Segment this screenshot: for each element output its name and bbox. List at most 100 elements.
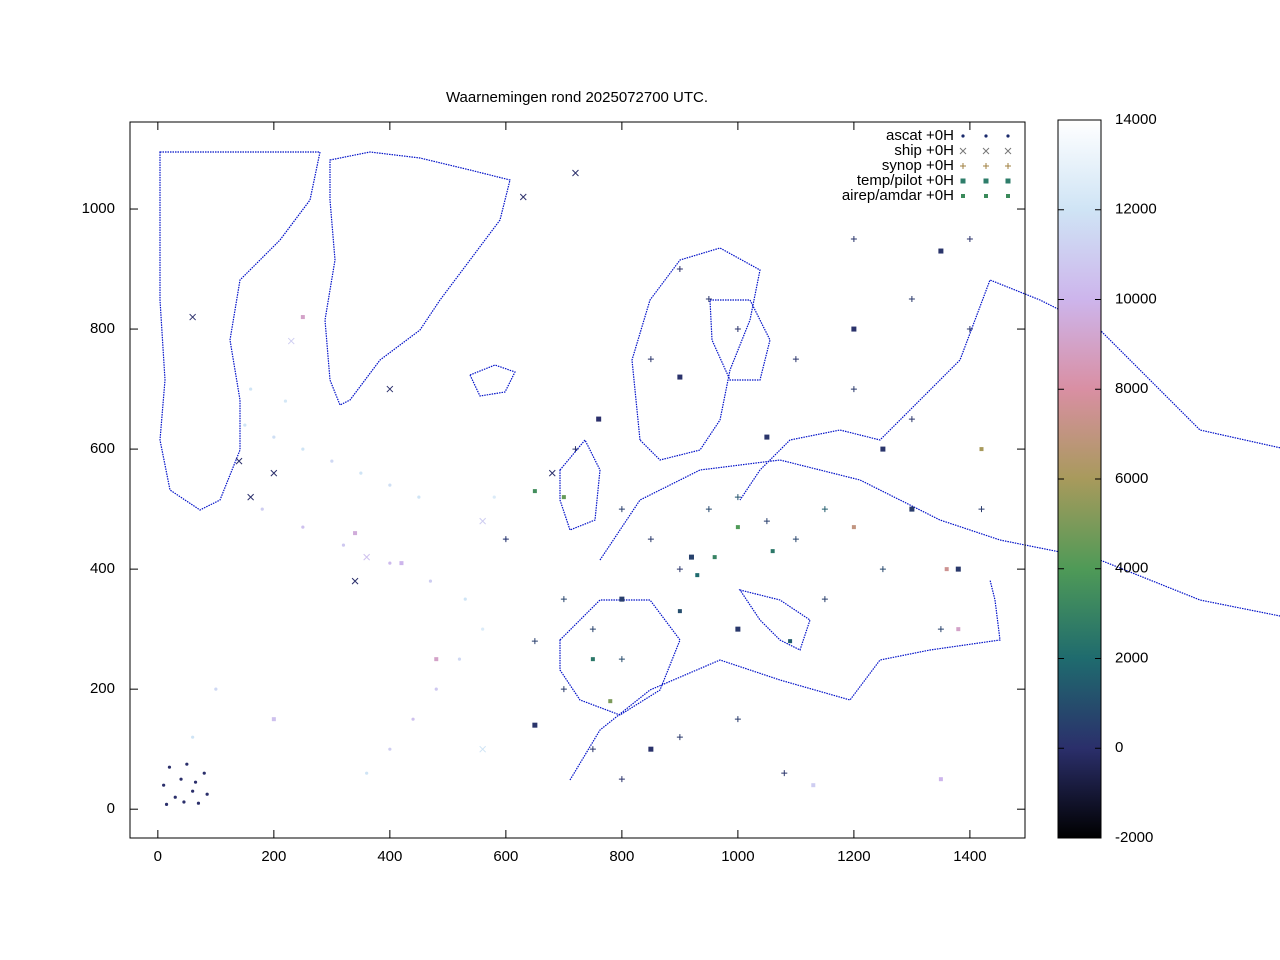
ascat-point [205, 792, 209, 796]
ship-point [270, 469, 278, 477]
airep-point [712, 555, 717, 560]
ascat-point [365, 771, 369, 775]
ascat-point [164, 802, 169, 806]
temp-point [955, 566, 961, 572]
airep-point [695, 573, 700, 578]
legend-marker [1006, 194, 1010, 198]
airep-point [271, 717, 276, 722]
coast-iberia [559, 599, 681, 716]
coast-canada [159, 151, 321, 511]
x-tick-label: 1400 [953, 848, 986, 865]
ship-point [247, 493, 255, 501]
synop-point [705, 296, 712, 303]
airep-point [851, 525, 856, 530]
synop-point [618, 776, 625, 783]
legend-label: airep/amdar +0H [842, 187, 954, 204]
legend-marker [1004, 147, 1012, 155]
ship-point [287, 337, 295, 345]
synop-point [502, 536, 509, 543]
temp-point [532, 722, 538, 728]
legend-marker [984, 194, 988, 198]
ship-point [235, 457, 243, 465]
ascat-point [417, 495, 421, 499]
ascat-point [191, 789, 195, 793]
ascat-point [388, 747, 392, 751]
synop-point [850, 236, 857, 243]
legend-marker [983, 178, 989, 184]
colorbar-tick-label: 14000 [1115, 111, 1157, 128]
synop-point [792, 356, 799, 363]
colorbar-tick-label: 8000 [1115, 380, 1148, 397]
ship-point [519, 193, 527, 201]
coast-finland [709, 299, 771, 381]
legend-marker [1005, 163, 1011, 169]
airep-point [353, 531, 358, 536]
ascat-point [193, 780, 198, 784]
synop-point [821, 506, 828, 513]
x-tick-label: 800 [609, 848, 634, 865]
chart-title: Waarnemingen rond 2025072700 UTC. [446, 89, 708, 106]
ascat-point [191, 735, 195, 739]
ship-point [189, 313, 196, 321]
y-tick-label: 800 [90, 320, 115, 337]
y-tick-label: 600 [90, 440, 115, 457]
y-tick-label: 1000 [82, 200, 115, 217]
airep-point [956, 627, 961, 632]
ascat-point [411, 717, 415, 721]
airep-point [608, 699, 613, 704]
colorbar-tick-label: 10000 [1115, 290, 1157, 307]
temp-point [851, 326, 857, 332]
x-tick-label: 600 [493, 848, 518, 865]
coast-scandinavia [631, 247, 761, 461]
temp-point [596, 416, 602, 422]
ascat-point [167, 765, 172, 769]
ship-point [572, 169, 579, 177]
synop-point [647, 356, 654, 363]
synop-point [676, 734, 683, 741]
airep-point [677, 609, 682, 614]
legend-label: ship +0H [894, 142, 954, 159]
synop-point [978, 506, 985, 513]
ascat-point [301, 447, 305, 451]
synop-point [572, 446, 579, 453]
ascat-point [428, 579, 433, 583]
synop-point [734, 716, 741, 723]
ascat-point [341, 543, 346, 547]
colorbar-tick-label: 12000 [1115, 201, 1157, 218]
ascat-point [359, 471, 363, 475]
ascat-point [162, 783, 166, 787]
airep-point [399, 561, 404, 566]
synop-point [618, 506, 625, 513]
legend-marker [960, 178, 966, 184]
ascat-point [457, 657, 462, 661]
temp-point [688, 554, 694, 560]
synop-point [850, 386, 857, 393]
temp-point [909, 506, 915, 512]
synop-point [734, 494, 741, 501]
ship-point [363, 553, 371, 561]
x-tick-label: 1200 [837, 848, 870, 865]
colorbar-tick-label: 0 [1115, 739, 1123, 756]
synop-point [705, 506, 712, 513]
legend-marker [961, 134, 965, 138]
coast-uk [559, 438, 601, 531]
legend-marker [960, 163, 966, 169]
synop-point [676, 566, 683, 573]
coast-italy [738, 589, 811, 651]
synop-point [821, 596, 828, 603]
airep-point [944, 567, 949, 572]
synop-point [560, 596, 567, 603]
synop-point [618, 656, 625, 663]
synop-point [589, 626, 596, 633]
temp-point [764, 434, 770, 440]
ship-point [351, 577, 359, 585]
x-tick-label: 1000 [721, 848, 754, 865]
airep-point [532, 489, 537, 494]
airep-point [300, 315, 305, 320]
ascat-point [196, 801, 201, 805]
coast-greenland [324, 151, 511, 406]
ascat-point [463, 597, 467, 601]
ascat-point [202, 771, 206, 775]
colorbar-tick-label: 2000 [1115, 649, 1148, 666]
x-tick-label: 400 [377, 848, 402, 865]
